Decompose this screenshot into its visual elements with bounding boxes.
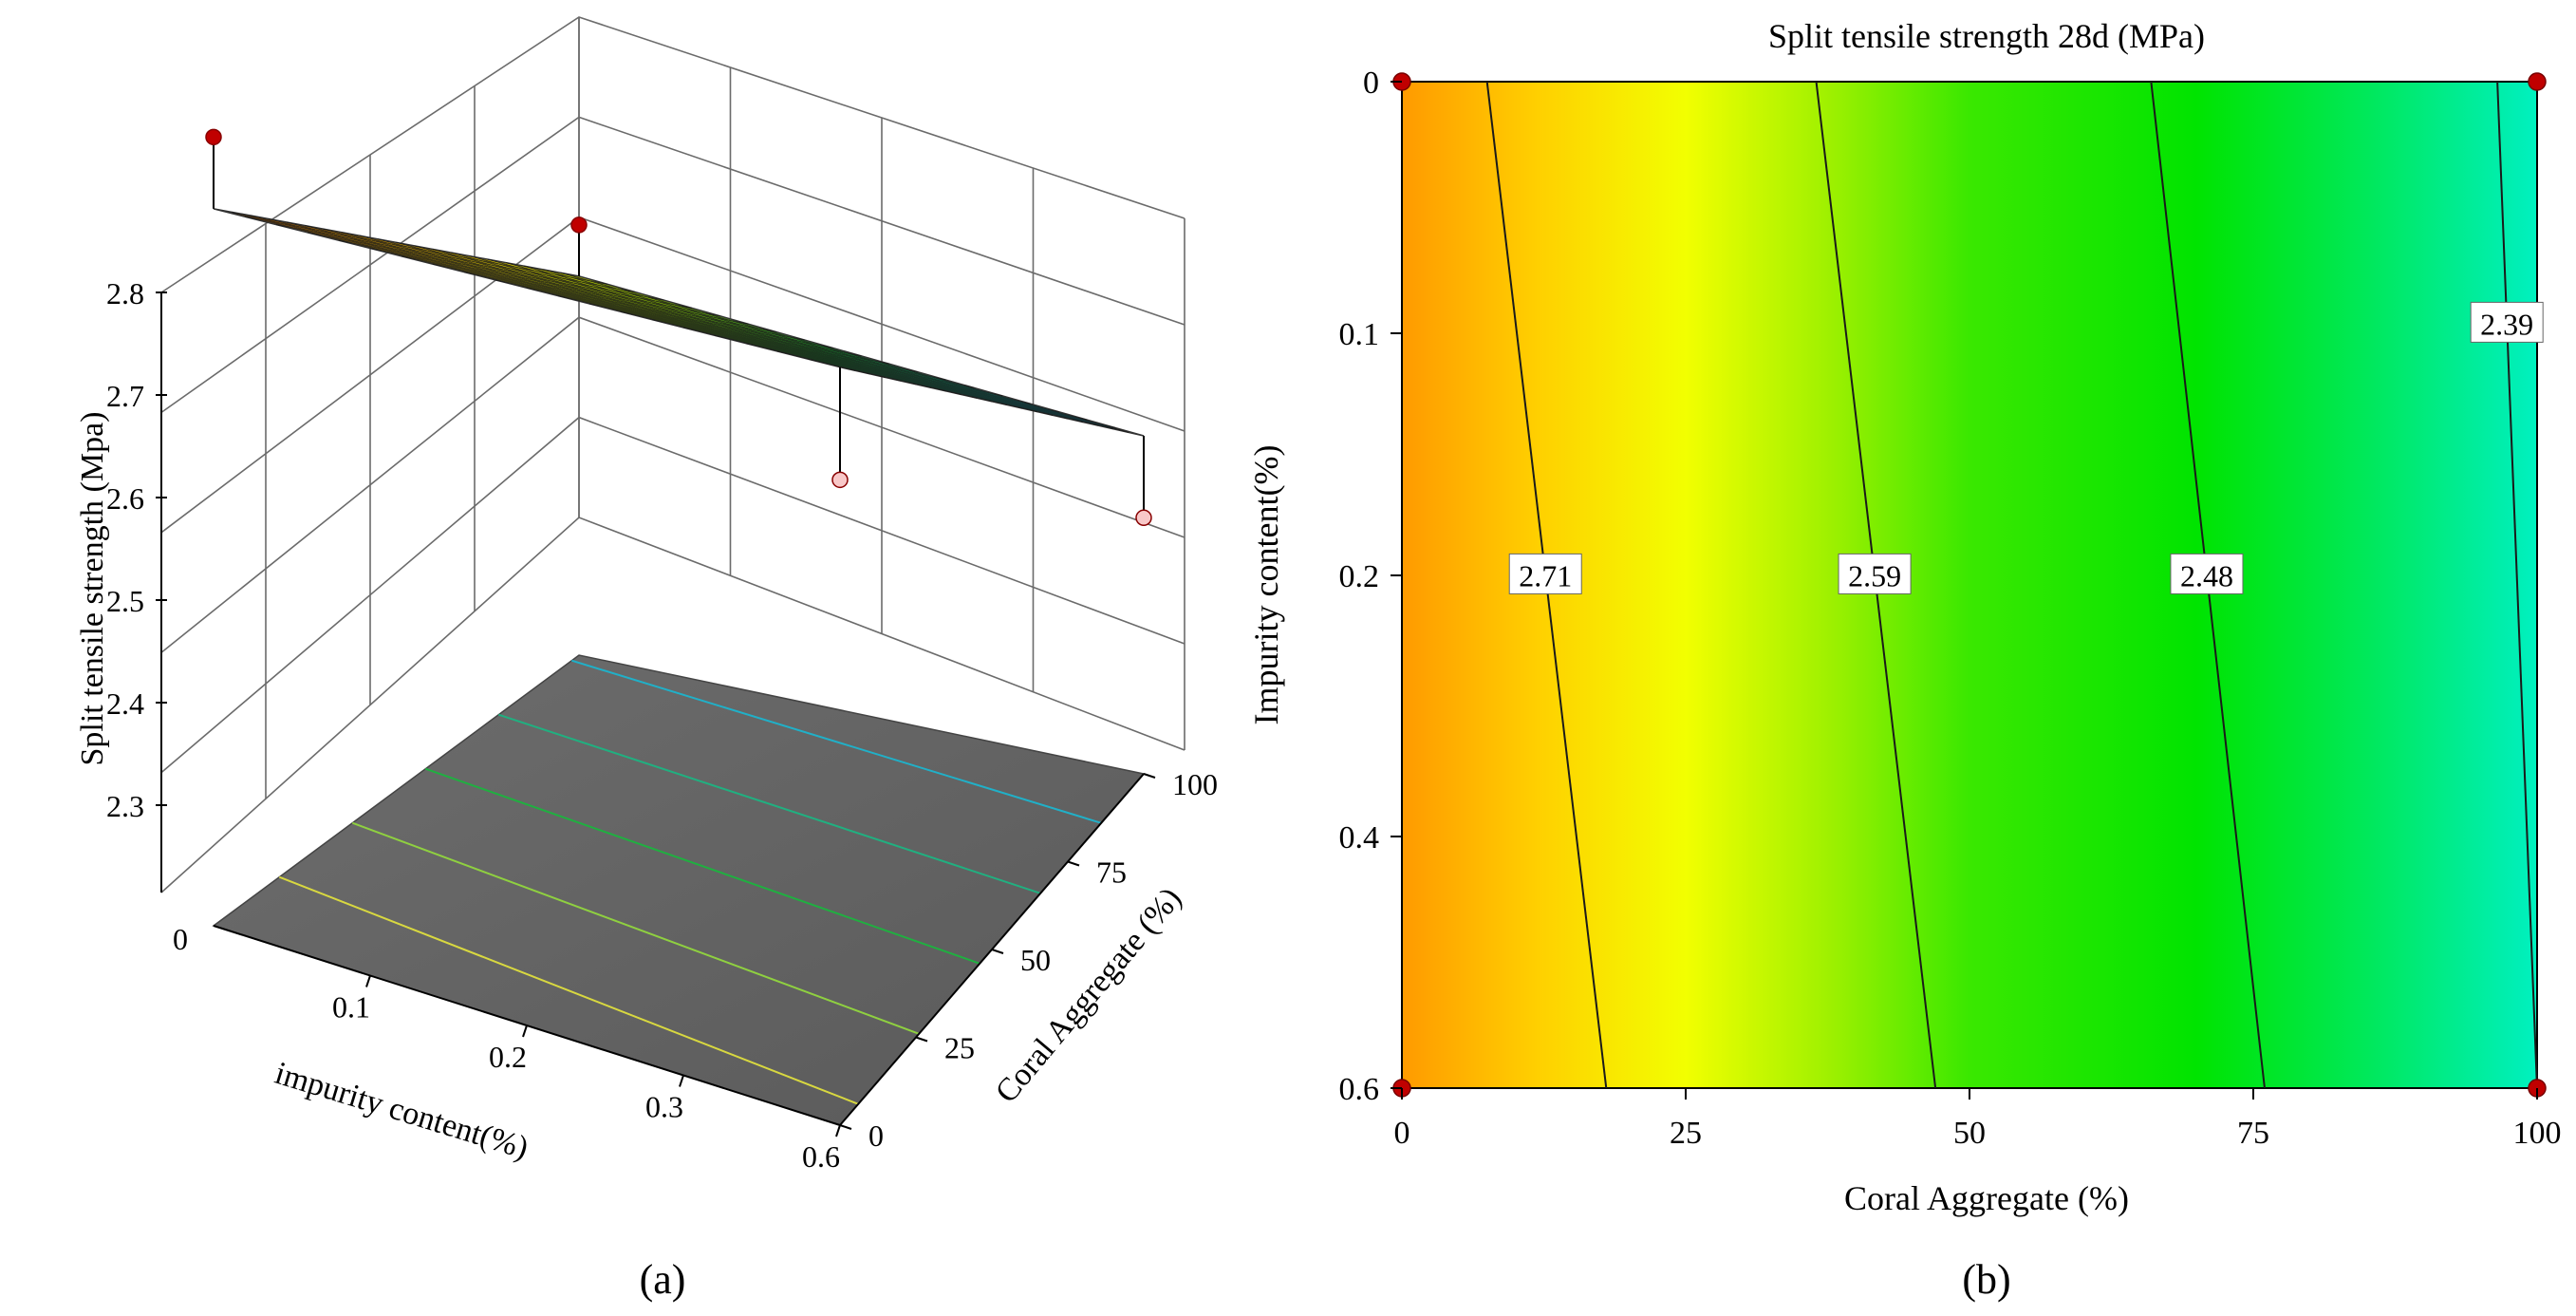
contour-y-tick-label: 0.6: [1339, 1072, 1380, 1107]
response-surface: [213, 208, 1145, 437]
x-tick: [365, 975, 371, 987]
contour-label-text: 2.48: [2180, 558, 2233, 592]
y-tick-label: 50: [1020, 943, 1051, 977]
floor-plane: [212, 654, 1146, 1126]
z-tick-label: 2.5: [106, 584, 144, 618]
design-point: [1135, 509, 1152, 527]
y-tick: [1067, 860, 1080, 867]
floor-contour-line: [571, 659, 1102, 824]
surface-3d-plot: 2.3 2.4 2.5 2.6 2.7 2.8 0 0.1 0.2 0.3 0.6 0 25 50 75…: [75, 16, 1218, 1174]
x-tick-label: 0.6: [802, 1139, 840, 1174]
y-tick-label: 75: [1096, 855, 1127, 890]
x-tick-label: 0.1: [332, 990, 370, 1025]
floor-contour-line: [278, 875, 859, 1105]
contour-x-tick-label: 75: [2237, 1116, 2269, 1151]
y-tick-label: 100: [1172, 767, 1218, 801]
x-axis-ticks: 0.1 0.2 0.3 0.6: [332, 975, 841, 1174]
contour-y-tick-label: 0.2: [1339, 559, 1380, 594]
contour-label-box: [1508, 553, 1582, 594]
contour-label: 2.59: [1838, 553, 1912, 594]
contour-x-axis-label: Coral Aggregate (%): [1844, 1179, 2129, 1217]
contour-line: [2496, 81, 2538, 1089]
contour-x-tick-label: 0: [1394, 1116, 1410, 1151]
y-axis-ticks: 0 25 50 75 100: [839, 767, 1218, 1153]
contour-x-tick-label: 100: [2513, 1116, 2562, 1151]
contour-x-ticks: 0 25 50 75 100: [1394, 1088, 2562, 1151]
z-tick-label: 2.8: [106, 276, 144, 310]
contour-y-axis-label: Impurity content(%): [1247, 445, 1285, 725]
y-tick: [991, 949, 1004, 954]
contour-label-box: [2170, 553, 2244, 594]
x-tick-label: 0: [173, 922, 188, 956]
surface-mesh-line: [524, 265, 1099, 426]
contour-plot-area: [1402, 82, 2537, 1088]
panel-a-label: (a): [640, 1256, 686, 1303]
surface-mesh-line: [808, 358, 1116, 429]
z-tick-label: 2.4: [106, 686, 144, 721]
surface-mesh-line: [505, 262, 1084, 423]
contour-y-ticks: 0 0.1 0.2 0.4 0.6: [1339, 66, 1402, 1107]
x-tick-label: 0.2: [489, 1040, 527, 1074]
x-tick-label: 0.3: [645, 1090, 683, 1124]
contour-design-point: [2528, 72, 2547, 91]
contour-label-text: 2.71: [1519, 558, 1572, 592]
design-points-3d: [205, 128, 1152, 527]
contour-label-text: 2.39: [2480, 307, 2533, 341]
panel-b-label: (b): [1962, 1256, 2010, 1303]
floor-contour-line: [351, 821, 920, 1035]
floor-contours: [278, 659, 1102, 1105]
design-point: [831, 471, 849, 489]
contour-label: 2.48: [2170, 553, 2244, 594]
z-axis-label: Split tensile strength (Mpa): [75, 411, 110, 765]
contour-label-box: [2470, 301, 2544, 343]
design-point: [205, 128, 222, 146]
y-tick-label: 25: [944, 1031, 975, 1065]
contour-label: 2.39: [2470, 301, 2544, 343]
surface-mesh-line: [487, 258, 1069, 420]
contour-label-box: [1838, 553, 1912, 594]
contour-title: Split tensile strength 28d (MPa): [1768, 17, 2205, 55]
z-tick-label: 2.6: [106, 481, 144, 516]
contour-label: 2.71: [1508, 553, 1582, 594]
contour-lines: 2.71 2.59 2.48 2.39: [1485, 81, 2544, 1089]
x-tick: [835, 1124, 841, 1137]
contour-label-text: 2.59: [1848, 558, 1901, 592]
y-tick: [915, 1036, 928, 1043]
contour-y-tick-label: 0.4: [1339, 820, 1380, 855]
design-point: [570, 216, 588, 234]
floor-contour-line: [497, 713, 1041, 894]
surface-mesh-line: [560, 272, 1129, 433]
x-tick: [679, 1075, 684, 1087]
y-tick: [839, 1124, 852, 1130]
x-tick: [522, 1025, 528, 1038]
z-tick-label: 2.7: [106, 379, 144, 413]
z-tick-label: 2.3: [106, 789, 144, 823]
surface-mesh-line: [542, 269, 1114, 430]
contour-x-tick-label: 50: [1953, 1116, 1986, 1151]
surface-mesh-line: [776, 350, 1088, 421]
floor-contour-line: [424, 767, 980, 965]
contour-y-tick-label: 0.1: [1339, 317, 1380, 352]
contour-x-tick-label: 25: [1670, 1116, 1702, 1151]
contour-y-tick-label: 0: [1363, 66, 1379, 101]
z-axis-ticks: 2.3 2.4 2.5 2.6 2.7 2.8 0: [106, 276, 188, 956]
contour-plot: Split tensile strength 28d (MPa) 2.71 2.5…: [1247, 17, 2562, 1217]
y-tick: [1143, 773, 1156, 779]
y-tick-label: 0: [868, 1119, 884, 1153]
